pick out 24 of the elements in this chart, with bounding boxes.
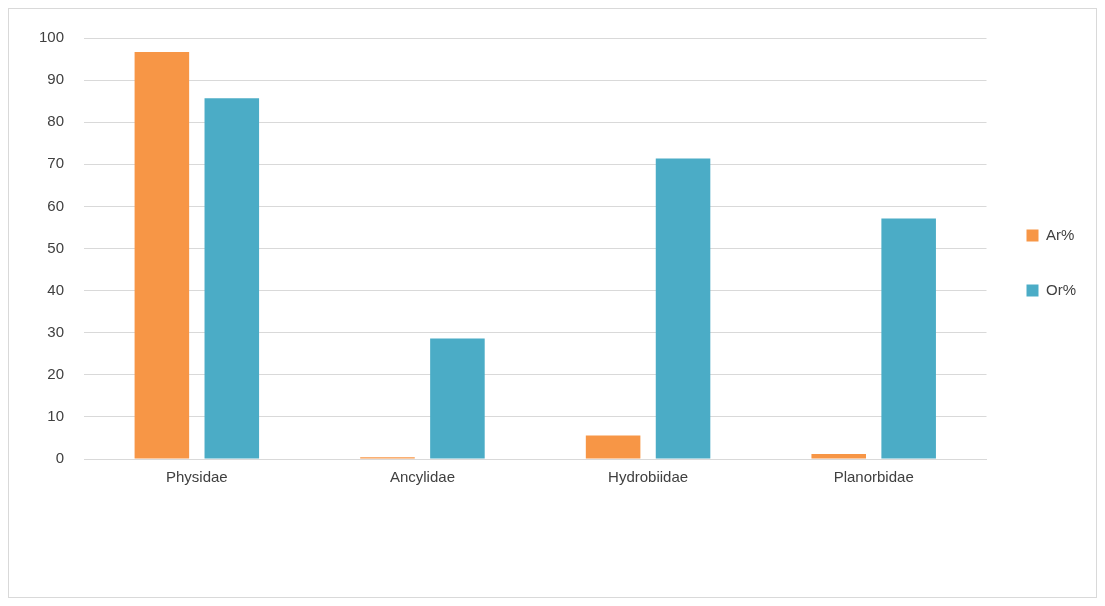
x-tick-label: Planorbidae (833, 468, 914, 486)
x-tick-label: Ancylidae (389, 468, 455, 486)
bar (134, 51, 190, 459)
y-tick-label: 30 (47, 322, 65, 340)
bar (204, 98, 260, 459)
y-tick-label: 20 (47, 364, 65, 382)
y-tick-label: 40 (47, 280, 65, 298)
y-tick-label: 90 (47, 70, 65, 88)
x-tick-label: Hydrobiidae (608, 468, 689, 486)
bar (811, 453, 866, 459)
bar (881, 218, 936, 459)
y-tick-label: 0 (55, 449, 65, 467)
y-tick-label: 50 (47, 238, 65, 256)
x-tick-label: Physidae (165, 468, 228, 486)
legend-label: Ar% (1046, 225, 1075, 243)
y-tick-label: 10 (47, 407, 65, 425)
y-tick-label: 60 (47, 196, 65, 214)
bar (430, 338, 485, 459)
y-tick-label: 70 (47, 154, 65, 172)
bar (585, 435, 641, 459)
y-tick-label: 80 (47, 112, 65, 130)
y-tick-label: 100 (39, 28, 65, 46)
legend-label: Or% (1046, 280, 1076, 298)
bar (655, 158, 711, 459)
